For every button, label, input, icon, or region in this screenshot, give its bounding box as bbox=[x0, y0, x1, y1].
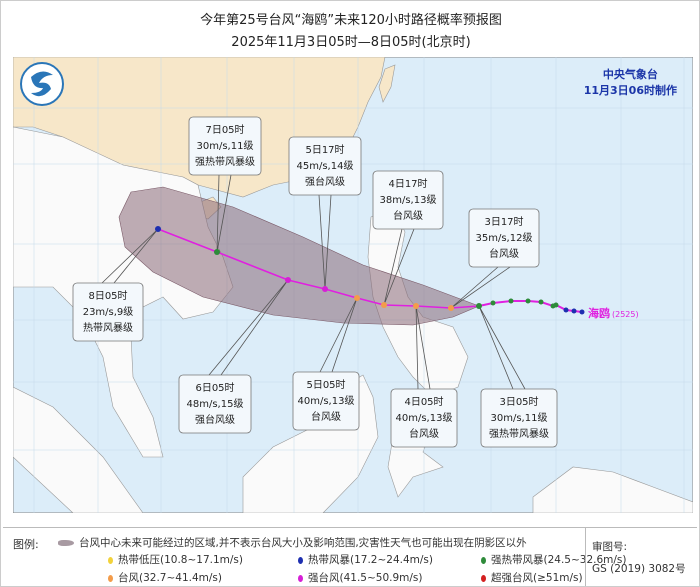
callout-box bbox=[188, 116, 262, 176]
forecast-point[interactable] bbox=[322, 286, 328, 292]
callout-wind: 30m/s,11级 bbox=[491, 412, 548, 424]
past-track-point bbox=[538, 299, 544, 305]
forecast-point[interactable] bbox=[476, 303, 482, 309]
legend-item: 热带低压(10.8~17.1m/s) bbox=[108, 552, 243, 567]
map-title: 今年第25号台风“海鸥”未来120小时路径概率预报图 bbox=[200, 13, 502, 28]
past-track-point bbox=[508, 298, 514, 304]
land-new-guinea bbox=[532, 466, 693, 513]
legend-item-label: 热带低压(10.8~17.1m/s) bbox=[118, 554, 243, 566]
callout-box bbox=[178, 374, 252, 434]
legend-item-label: 台风(32.7~41.4m/s) bbox=[118, 572, 222, 584]
forecast-point[interactable] bbox=[413, 303, 419, 309]
land-taiwan bbox=[378, 64, 396, 103]
legend-dot-icon bbox=[108, 574, 113, 582]
past-track-point bbox=[490, 300, 496, 306]
storm-name-label: 海鸥 (2525) bbox=[588, 306, 639, 320]
legend-item-label: 热带风暴(17.2~24.4m/s) bbox=[308, 554, 433, 566]
past-track-point bbox=[579, 309, 585, 315]
callout-level: 热带风暴级 bbox=[83, 321, 133, 334]
callout-time: 3日05时 bbox=[499, 396, 538, 408]
cone-swatch-icon bbox=[58, 540, 74, 546]
forecast-point[interactable] bbox=[214, 249, 220, 255]
callout-wind: 48m/s,15级 bbox=[187, 398, 244, 410]
callout-level: 台风级 bbox=[393, 209, 423, 222]
probability-cone bbox=[118, 186, 480, 326]
callout-time: 4日05时 bbox=[404, 396, 443, 408]
forecast-callouts: 3日05时30m/s,11级强热带风暴级3日17时35m/s,12级台风级4日0… bbox=[72, 116, 558, 448]
callout-level: 强热带风暴级 bbox=[195, 155, 255, 168]
callout-wind: 45m/s,14级 bbox=[297, 160, 354, 172]
callout-time: 6日05时 bbox=[195, 382, 234, 394]
callout-time: 5日17时 bbox=[305, 144, 344, 156]
callout-level: 强台风级 bbox=[195, 413, 235, 426]
legend-dot-icon bbox=[298, 556, 303, 564]
callout-wind: 40m/s,13级 bbox=[298, 395, 355, 407]
cma-logo bbox=[20, 62, 64, 106]
past-track-point bbox=[525, 298, 531, 304]
callout-level: 台风级 bbox=[311, 410, 341, 423]
forecast-point[interactable] bbox=[354, 295, 360, 301]
legend-item-label: 强台风(41.5~50.9m/s) bbox=[308, 572, 423, 584]
callout-box bbox=[292, 371, 360, 431]
agency-stamp: 中央气象台 11月3日06时制作 bbox=[584, 67, 677, 99]
legend-item: 强台风(41.5~50.9m/s) bbox=[298, 570, 423, 585]
callout-level: 强热带风暴级 bbox=[489, 427, 549, 440]
legend: 图例: 台风中心未来可能经过的区域,并不表示台风大小及影响范围,灾害性天气也可能… bbox=[3, 527, 697, 586]
legend-dot-icon bbox=[481, 556, 486, 564]
issue-time: 11月3日06时制作 bbox=[583, 84, 677, 97]
review-label: 审图号: bbox=[592, 541, 628, 553]
callout-wind: 30m/s,11级 bbox=[197, 140, 254, 152]
callout-time: 8日05时 bbox=[88, 290, 127, 302]
callout-time: 5日05时 bbox=[306, 379, 345, 391]
legend-item: 台风(32.7~41.4m/s) bbox=[108, 570, 222, 585]
legend-cone: 台风中心未来可能经过的区域,并不表示台风大小及影响范围,灾害性天气也可能出现在阴… bbox=[58, 535, 527, 550]
legend-item: 超强台风(≥51m/s) bbox=[481, 570, 583, 585]
past-track-point bbox=[553, 302, 559, 308]
callout-wind: 23m/s,9级 bbox=[83, 306, 134, 318]
legend-title: 图例: bbox=[13, 538, 39, 551]
callout-box bbox=[468, 208, 540, 268]
legend-dot-icon bbox=[481, 574, 486, 582]
review-number: GS (2019) 3082号 bbox=[592, 563, 686, 575]
past-track bbox=[478, 300, 583, 313]
legend-dot-icon bbox=[298, 574, 303, 582]
forecast-point[interactable] bbox=[448, 305, 454, 311]
legend-dot-icon bbox=[108, 556, 113, 564]
legend-item-label: 强热带风暴(24.5~32.6m/s) bbox=[491, 554, 627, 566]
callout-wind: 35m/s,12级 bbox=[476, 232, 533, 244]
legend-item: 热带风暴(17.2~24.4m/s) bbox=[298, 552, 433, 567]
legend-item: 强热带风暴(24.5~32.6m/s) bbox=[481, 552, 627, 567]
forecast-point[interactable] bbox=[381, 302, 387, 308]
callout-wind: 38m/s,13级 bbox=[380, 194, 437, 206]
callout-level: 台风级 bbox=[409, 427, 439, 440]
forecast-map: 3日05时30m/s,11级强热带风暴级3日17时35m/s,12级台风级4日0… bbox=[13, 57, 693, 513]
callout-level: 台风级 bbox=[489, 247, 519, 260]
past-track-point bbox=[571, 308, 577, 314]
review-number-box: 审图号: GS (2019) 3082号 bbox=[585, 528, 697, 586]
callout-wind: 40m/s,13级 bbox=[396, 412, 453, 424]
callout-time: 4日17时 bbox=[388, 178, 427, 190]
callout-box bbox=[288, 136, 362, 196]
callout-box bbox=[480, 388, 558, 448]
callout-box bbox=[72, 282, 144, 342]
past-track-point bbox=[563, 307, 569, 313]
callout-box bbox=[390, 388, 458, 448]
forecast-point[interactable] bbox=[285, 277, 291, 283]
agency-name: 中央气象台 bbox=[602, 68, 658, 81]
callout-box bbox=[372, 170, 444, 230]
callout-time: 7日05时 bbox=[205, 124, 244, 136]
callout-level: 强台风级 bbox=[305, 175, 345, 188]
callout-time: 3日17时 bbox=[484, 216, 523, 228]
map-subtitle: 2025年11月3日05时—8日05时(北京时) bbox=[231, 35, 471, 50]
track-points bbox=[155, 226, 585, 315]
legend-item-label: 超强台风(≥51m/s) bbox=[491, 572, 583, 584]
forecast-point[interactable] bbox=[155, 226, 161, 232]
legend-cone-text: 台风中心未来可能经过的区域,并不表示台风大小及影响范围,灾害性天气也可能出现在阴… bbox=[79, 537, 527, 549]
